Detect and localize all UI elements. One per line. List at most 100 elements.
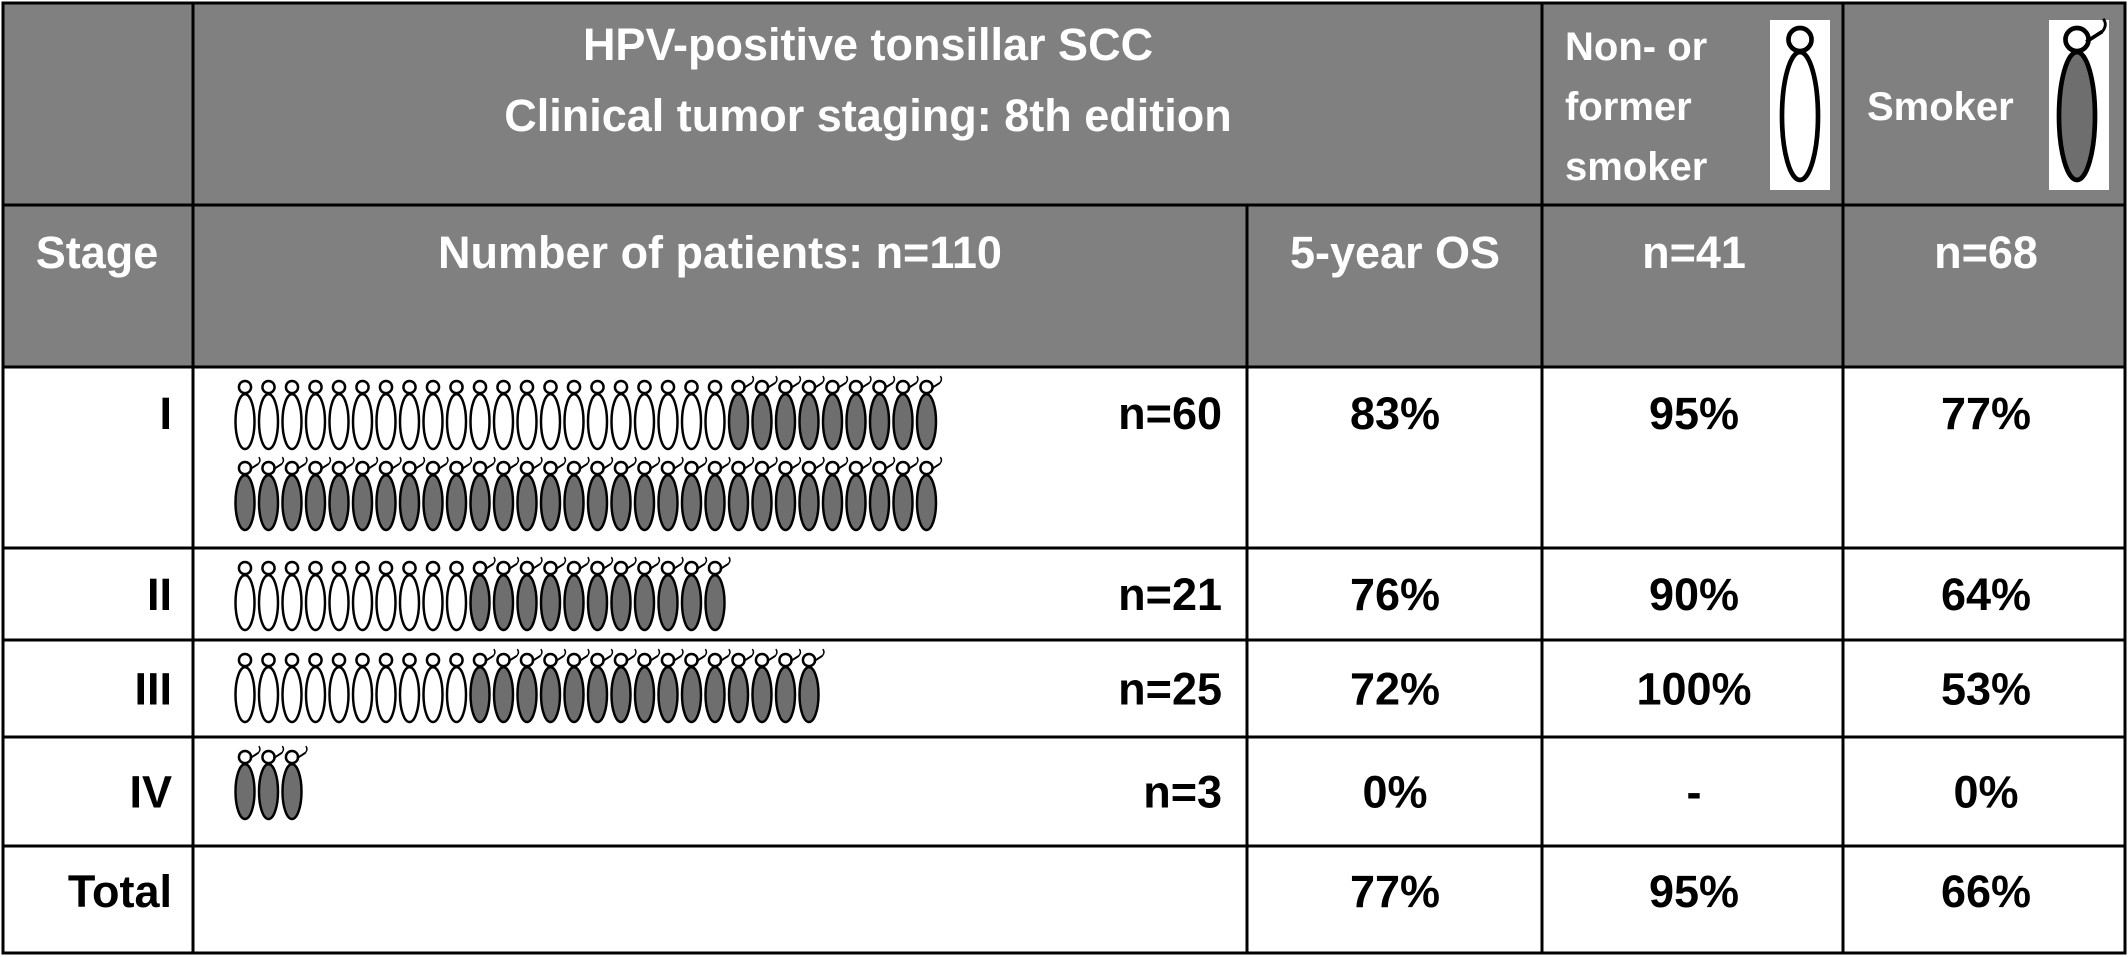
nonsmoker-patient-icon [375,379,397,451]
row-stage: III [134,664,172,715]
smoker-patient-icon [610,648,637,724]
smoker-patient-icon [633,456,661,532]
nonsmoker-patient-icon [281,379,303,451]
nonsmoker-patient-icon [445,652,468,724]
nonsmoker-patient-icon [328,652,350,724]
table-total-row: Total 77% 95% 66% [68,866,2031,917]
nonsmoker-patient-icon [257,652,280,724]
header-nonsmoker-line2: former [1565,85,1692,129]
row-os-nonsmoker: 100% [1636,664,1751,715]
table-row: II n=21 76% 90% 64% [147,556,2031,632]
smoker-patient-icon [610,456,637,532]
nonsmoker-patient-icon [328,379,350,451]
smoker-patient-icon [774,648,802,724]
smoker-patient-icon [281,745,308,821]
row-os-smoker: 64% [1941,569,2031,620]
nonsmoker-patient-icon [680,379,703,451]
smoker-patient-icon [610,556,637,632]
row-os: 76% [1350,569,1440,620]
total-label: Total [68,866,172,917]
nonsmoker-patient-icon [445,560,468,632]
smoker-patient-icon [234,456,261,532]
smoker-patient-icon [845,456,872,532]
smoker-patient-icon [234,745,261,821]
nonsmoker-patient-icon [586,379,609,451]
nonsmoker-patient-icon [398,652,421,724]
smoker-patient-icon [727,648,755,724]
smoker-patient-icon [586,648,614,724]
row-os-nonsmoker: 90% [1649,569,1739,620]
smoker-patient-icon [539,556,567,632]
nonsmoker-patient-icon [281,560,303,632]
smoker-patient-icon [704,556,731,632]
smoker-patient-icon [727,375,755,451]
smoker-patient-icon [445,456,473,532]
smoker-patient-icon [892,375,919,451]
header-smoker-label: Smoker [1867,85,2014,129]
nonsmoker-patient-icon [351,560,374,632]
smoker-patient-icon [727,456,755,532]
smoker-patient-icon [469,556,496,632]
patient-icons [234,556,731,632]
smoker-patient-icon [539,456,567,532]
row-n-label: n=3 [1143,767,1222,818]
nonsmoker-patient-icon [257,560,280,632]
smoker-patient-icon [751,456,778,532]
smoker-patient-icon [586,456,614,532]
smoker-legend-icon [2049,17,2109,190]
nonsmoker-patient-icon [704,379,726,451]
row-stage: IV [129,767,172,818]
smoker-patient-icon [633,648,661,724]
patient-icons [234,375,943,532]
smoker-patient-icon [281,456,308,532]
table-row: III n=25 72% 100% 53% [134,648,2031,724]
nonsmoker-legend-icon [1770,20,1830,190]
nonsmoker-patient-icon [539,379,562,451]
smoker-patient-icon [257,745,285,821]
smoker-patient-icon [751,648,778,724]
row-os-nonsmoker: 95% [1649,388,1739,439]
smoker-patient-icon [516,648,543,724]
nonsmoker-figure [1779,25,1821,183]
row-stage: II [147,569,172,620]
row-n-label: n=21 [1118,569,1222,620]
smoker-patient-icon [798,456,825,532]
total-os-nonsmoker: 95% [1649,866,1739,917]
smoker-patient-icon [492,648,520,724]
header-title-line1: HPV-positive tonsillar SCC [583,19,1153,70]
nonsmoker-patient-icon [633,379,656,451]
smoker-patient-icon [680,456,708,532]
table-row: IV n=3 0% - 0% [129,745,2019,821]
header-title-line2: Clinical tumor staging: 8th edition [504,90,1232,141]
smoker-patient-icon [492,456,520,532]
row-os-smoker: 77% [1941,388,2031,439]
header-nonsmoker-line3: smoker [1565,145,1707,189]
smoker-patient-icon [563,556,590,632]
nonsmoker-patient-icon [563,379,585,451]
smoker-patient-icon [704,648,731,724]
nonsmoker-patient-icon [351,652,374,724]
nonsmoker-patient-icon [610,379,632,451]
nonsmoker-patient-icon [234,379,256,451]
row-os: 72% [1350,664,1440,715]
column-header-os: 5-year OS [1290,227,1500,278]
total-os-smoker: 66% [1941,866,2031,917]
row-os: 0% [1362,767,1427,818]
nonsmoker-patient-icon [375,560,397,632]
nonsmoker-patient-icon [304,652,327,724]
smoker-patient-icon [304,456,332,532]
column-header-nonsmoker-n: n=41 [1642,227,1746,278]
nonsmoker-patient-icon [257,379,280,451]
nonsmoker-patient-icon [281,652,303,724]
row-stage: I [159,388,172,439]
patient-icons [234,648,825,724]
nonsmoker-patient-icon [492,379,515,451]
total-os: 77% [1350,866,1440,917]
smoker-patient-icon [845,375,872,451]
nonsmoker-patient-icon [375,652,397,724]
smoker-patient-icon [586,556,614,632]
smoker-patient-icon [469,648,496,724]
